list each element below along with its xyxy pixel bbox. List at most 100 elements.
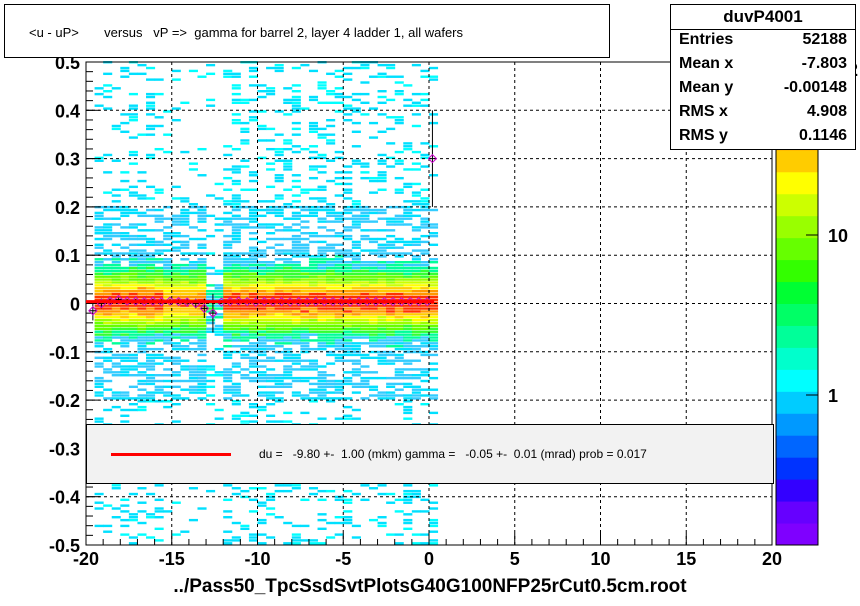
heatmap-cell	[146, 284, 156, 287]
heatmap-cell	[94, 269, 104, 273]
heatmap-cell	[111, 252, 121, 255]
heatmap-cell	[334, 211, 344, 215]
heatmap-cell	[146, 362, 156, 365]
heatmap-cell	[197, 397, 207, 400]
heatmap-cell	[171, 246, 181, 249]
heatmap-cell	[411, 113, 421, 116]
heatmap-cell	[128, 263, 138, 267]
heatmap-cell	[128, 365, 138, 368]
heatmap-cell	[403, 498, 413, 502]
heatmap-cell	[291, 150, 301, 154]
heatmap-cell	[120, 414, 130, 417]
heatmap-cell	[180, 368, 190, 371]
heatmap-cell	[266, 162, 276, 165]
heatmap-cell	[317, 371, 327, 374]
heatmap-cell	[120, 333, 130, 336]
heatmap-cell	[137, 327, 147, 331]
heatmap-cell	[317, 365, 327, 368]
heatmap-cell	[188, 365, 198, 368]
heatmap-cell	[377, 391, 387, 394]
heatmap-cell	[274, 229, 284, 232]
heatmap-cell	[403, 397, 413, 400]
heatmap-cell	[180, 263, 190, 267]
heatmap-cell	[231, 492, 241, 496]
heatmap-cell	[94, 316, 104, 319]
heatmap-cell	[317, 81, 327, 84]
heatmap-cell	[274, 269, 284, 273]
heatmap-cell	[377, 75, 387, 78]
heatmap-cell	[231, 266, 241, 270]
heatmap-cell	[240, 333, 250, 336]
heatmap-cell	[429, 362, 439, 365]
heatmap-cell	[343, 72, 353, 76]
heatmap-cell	[411, 214, 421, 218]
heatmap-cell	[291, 263, 301, 267]
heatmap-cell	[403, 400, 413, 403]
heatmap-cell	[248, 98, 258, 102]
heatmap-cell	[111, 316, 121, 319]
heatmap-cell	[171, 249, 181, 252]
heatmap-cell	[326, 521, 336, 525]
heatmap-cell	[291, 101, 301, 105]
heatmap-cell	[137, 388, 147, 391]
heatmap-cell	[308, 156, 319, 160]
heatmap-cell	[257, 327, 267, 331]
heatmap-cell	[231, 226, 241, 229]
heatmap-cell	[429, 281, 439, 284]
heatmap-cell	[386, 330, 396, 333]
heatmap-cell	[248, 316, 258, 319]
heatmap-cell	[154, 220, 164, 223]
heatmap-cell	[420, 281, 430, 284]
title-box: <u - uP> versus vP => gamma for barrel 2…	[4, 4, 610, 58]
heatmap-cell	[368, 208, 379, 212]
heatmap-cell	[308, 539, 319, 542]
heatmap-cell	[266, 226, 276, 229]
heatmap-cell	[291, 284, 301, 287]
heatmap-cell	[274, 489, 284, 493]
heatmap-cell	[283, 217, 293, 220]
heatmap-cell	[197, 316, 207, 319]
heatmap-cell	[146, 95, 156, 99]
heatmap-cell	[214, 374, 224, 377]
heatmap-cell	[266, 310, 276, 313]
heatmap-cell	[317, 498, 327, 502]
heatmap-cell	[188, 518, 198, 522]
heatmap-cell	[411, 313, 421, 316]
heatmap-cell	[394, 316, 404, 319]
heatmap-cell	[248, 278, 258, 281]
heatmap-cell	[137, 272, 147, 275]
heatmap-cell	[429, 388, 439, 391]
heatmap-cell	[146, 339, 156, 342]
heatmap-cell	[266, 356, 276, 360]
heatmap-cell	[94, 313, 104, 316]
heatmap-cell	[334, 382, 344, 386]
heatmap-cell	[308, 165, 319, 168]
heatmap-cell	[214, 408, 224, 412]
heatmap-cell	[180, 284, 190, 287]
heatmap-cell	[180, 101, 190, 105]
heatmap-cell	[403, 211, 413, 215]
heatmap-cell	[283, 168, 293, 171]
heatmap-cell	[206, 316, 216, 319]
heatmap-cell	[429, 287, 439, 290]
heatmap-cell	[197, 246, 207, 249]
heatmap-cell	[180, 339, 190, 342]
heatmap-cell	[248, 118, 258, 122]
heatmap-cell	[163, 234, 173, 238]
heatmap-cell	[94, 156, 104, 160]
heatmap-cell	[171, 345, 181, 348]
heatmap-cell	[377, 353, 387, 357]
heatmap-cell	[411, 168, 421, 171]
heatmap-cell	[360, 208, 370, 212]
heatmap-cell	[283, 269, 293, 273]
heatmap-cell	[403, 347, 413, 351]
heatmap-cell	[351, 200, 361, 203]
heatmap-cell	[146, 260, 156, 264]
heatmap-cell	[308, 284, 319, 287]
heatmap-cell	[360, 176, 370, 180]
heatmap-cell	[266, 200, 276, 203]
heatmap-cell	[163, 510, 173, 513]
heatmap-cell	[103, 397, 113, 400]
heatmap-cell	[128, 324, 138, 328]
heatmap-cell	[386, 260, 396, 264]
